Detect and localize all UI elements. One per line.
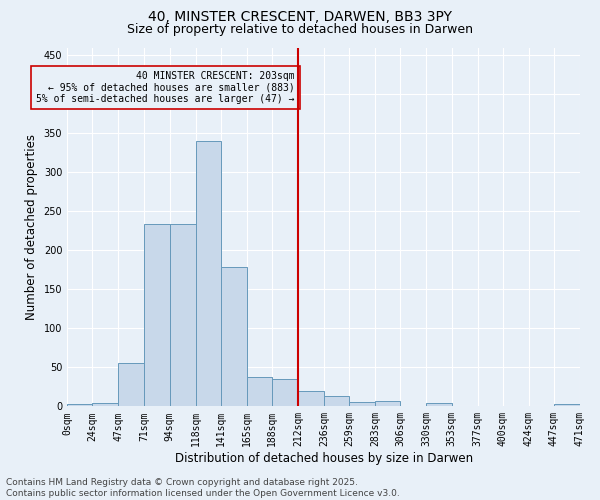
Bar	[247, 378, 272, 406]
Bar	[145, 224, 170, 406]
Bar	[554, 404, 580, 406]
Bar	[92, 403, 118, 406]
Text: 40 MINSTER CRESCENT: 203sqm
← 95% of detached houses are smaller (883)
5% of sem: 40 MINSTER CRESCENT: 203sqm ← 95% of det…	[36, 71, 295, 104]
Bar	[376, 401, 400, 406]
X-axis label: Distribution of detached houses by size in Darwen: Distribution of detached houses by size …	[175, 452, 473, 465]
Bar	[298, 390, 324, 406]
Bar	[427, 403, 452, 406]
Bar	[324, 396, 349, 406]
Bar	[272, 379, 298, 406]
Bar	[349, 402, 376, 406]
Bar	[118, 362, 145, 406]
Bar	[196, 141, 221, 406]
Bar	[221, 268, 247, 406]
Text: Size of property relative to detached houses in Darwen: Size of property relative to detached ho…	[127, 22, 473, 36]
Y-axis label: Number of detached properties: Number of detached properties	[25, 134, 38, 320]
Bar	[67, 404, 92, 406]
Text: 40, MINSTER CRESCENT, DARWEN, BB3 3PY: 40, MINSTER CRESCENT, DARWEN, BB3 3PY	[148, 10, 452, 24]
Bar	[170, 224, 196, 406]
Text: Contains HM Land Registry data © Crown copyright and database right 2025.
Contai: Contains HM Land Registry data © Crown c…	[6, 478, 400, 498]
